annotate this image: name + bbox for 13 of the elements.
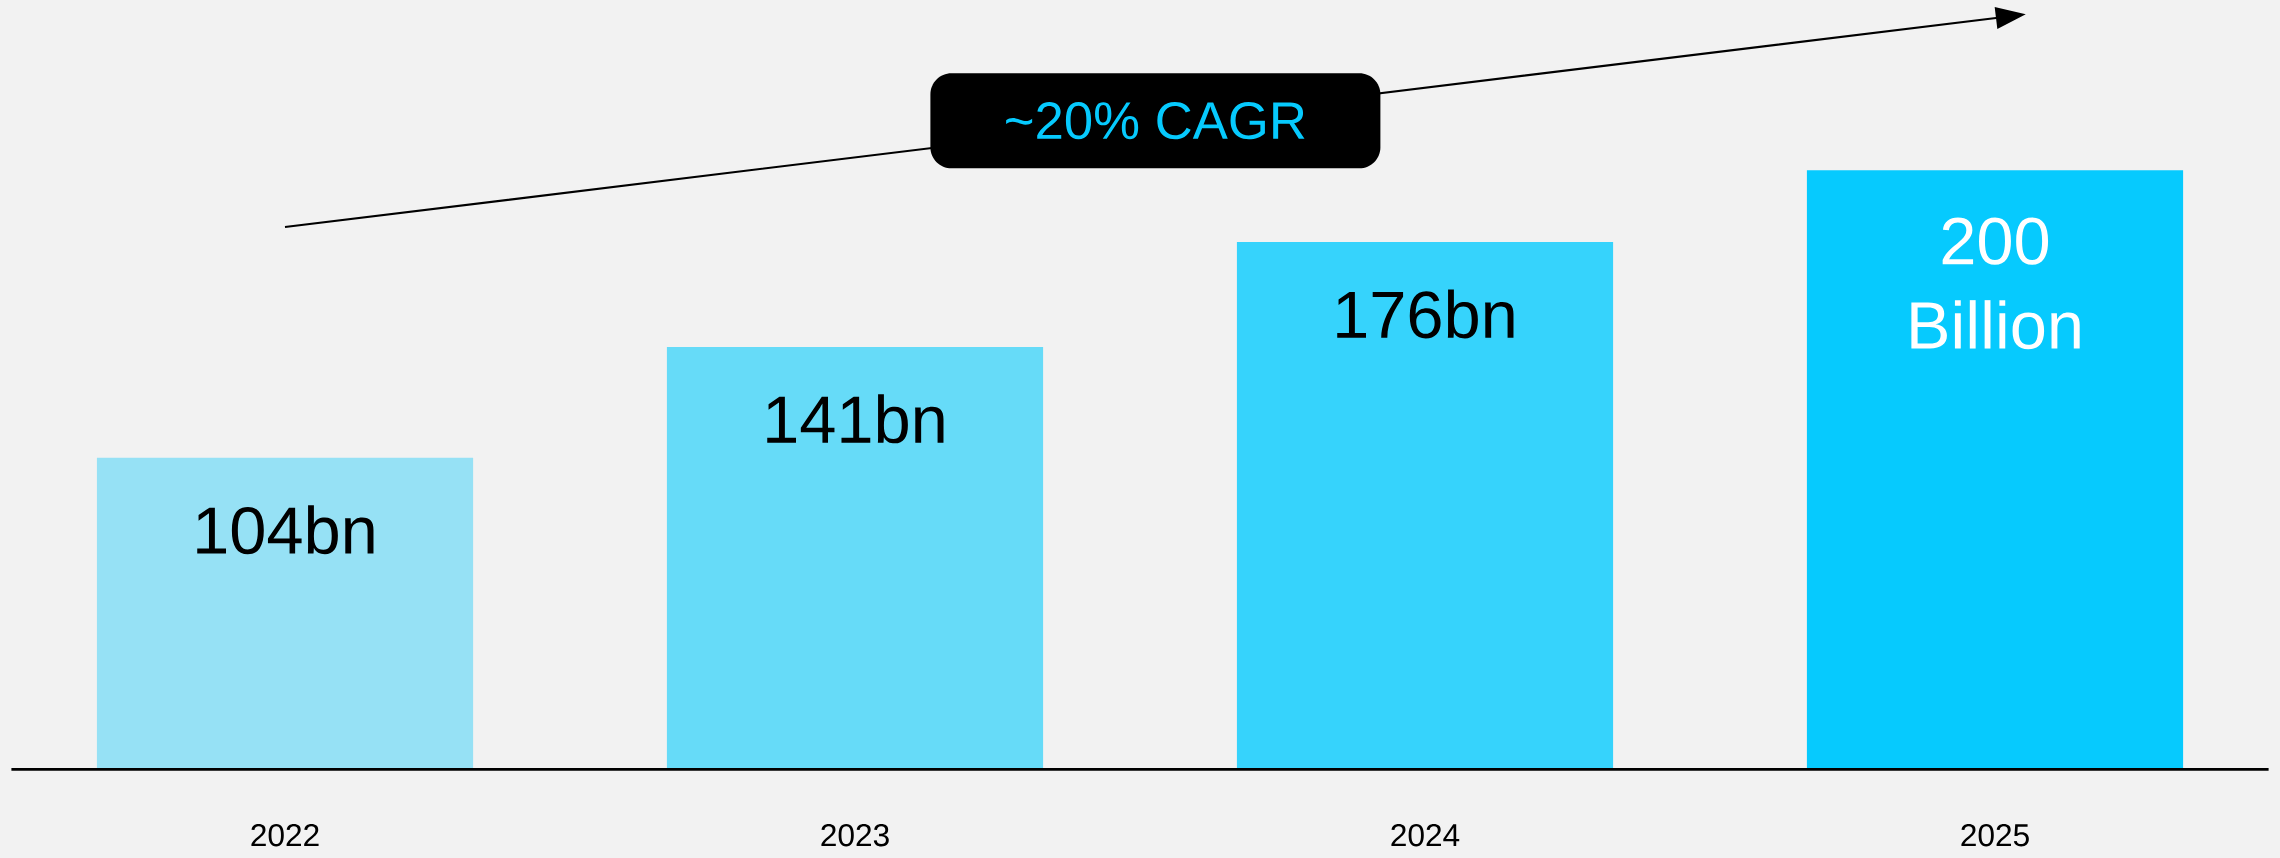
data-label: 141bn	[767, 394, 944, 444]
bar	[1806, 170, 2184, 770]
bar	[666, 346, 1044, 770]
x-tick-label: 2025	[1961, 823, 2029, 847]
x-tick-label: 2024	[1391, 823, 1460, 847]
bar	[96, 457, 474, 770]
bar	[1236, 241, 1614, 770]
data-label: 104bn	[197, 505, 374, 555]
data-label: 176bn	[1337, 289, 1514, 339]
data-label: 200 Billion	[1911, 217, 2080, 350]
text: ~20% CAGR	[1006, 101, 1305, 140]
x-tick-label: 2022	[251, 823, 319, 847]
x-tick-label: 2023	[821, 823, 889, 847]
